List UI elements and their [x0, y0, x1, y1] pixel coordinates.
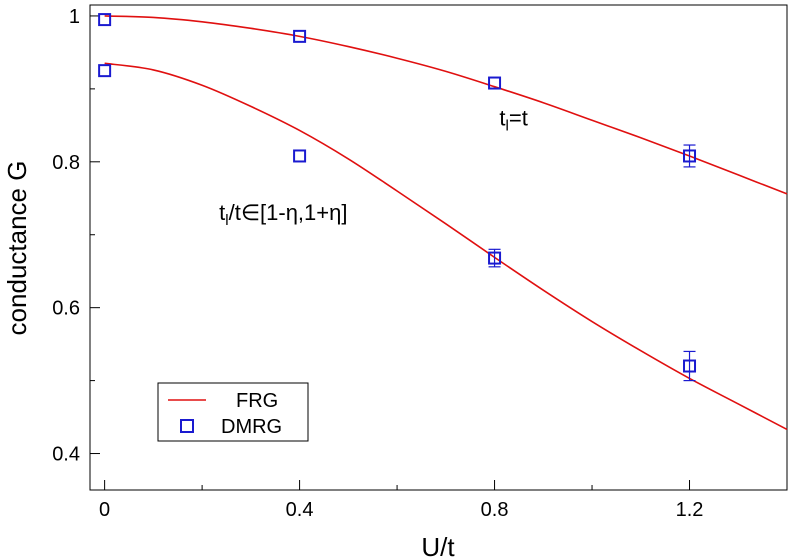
major-ticks [90, 15, 691, 490]
x-tick-label: 0 [99, 499, 110, 521]
dmrg-points [98, 13, 697, 382]
dmrg-point-disordered [683, 359, 697, 373]
plot-frame [89, 4, 788, 491]
y-tick-label: 1 [69, 6, 80, 28]
legend-dmrg-swatch [180, 419, 194, 433]
dmrg-point-uniform [488, 76, 502, 90]
curve-annotation: tl/t∈[1-η,1+η] [219, 200, 347, 229]
curve-annotation: tl=t [499, 105, 527, 134]
annotation-subscript: l [506, 117, 509, 134]
minor-ticks [90, 88, 593, 490]
annotation-main: t [499, 105, 505, 130]
dmrg-point-uniform [293, 29, 307, 43]
x-tick-label: 0.8 [481, 499, 509, 521]
x-axis-label: U/t [421, 532, 455, 558]
legend-dmrg-label: DMRG [221, 416, 282, 438]
annotations: tl=ttl/t∈[1-η,1+η] [219, 105, 528, 229]
dmrg-point-disordered [488, 251, 502, 265]
y-tick-label: 0.4 [52, 444, 80, 466]
y-tick-label: 0.6 [52, 298, 80, 320]
x-tick-label: 1.2 [676, 499, 704, 521]
legend-frg-label: FRG [236, 390, 278, 412]
tick-labels: 0 0.4 0.8 1.2 0.4 0.6 0.8 1 [52, 6, 703, 521]
dmrg-point-uniform [98, 13, 112, 27]
annotation-subscript: l [225, 212, 228, 229]
frg-curve-disordered [104, 62, 788, 431]
x-tick-label: 0.4 [286, 499, 314, 521]
dmrg-point-uniform [683, 149, 697, 163]
annotation-rest: /t∈[1-η,1+η] [229, 200, 348, 225]
legend: FRG DMRG [157, 382, 309, 442]
dmrg-point-disordered [98, 64, 112, 78]
annotation-main: t [219, 200, 225, 225]
y-axis-label: conductance G [2, 161, 32, 336]
frg-curves [104, 15, 788, 431]
frg-curve-uniform [104, 15, 788, 195]
y-tick-label: 0.8 [52, 152, 80, 174]
dmrg-point-disordered [293, 149, 307, 163]
annotation-rest: =t [509, 105, 528, 130]
